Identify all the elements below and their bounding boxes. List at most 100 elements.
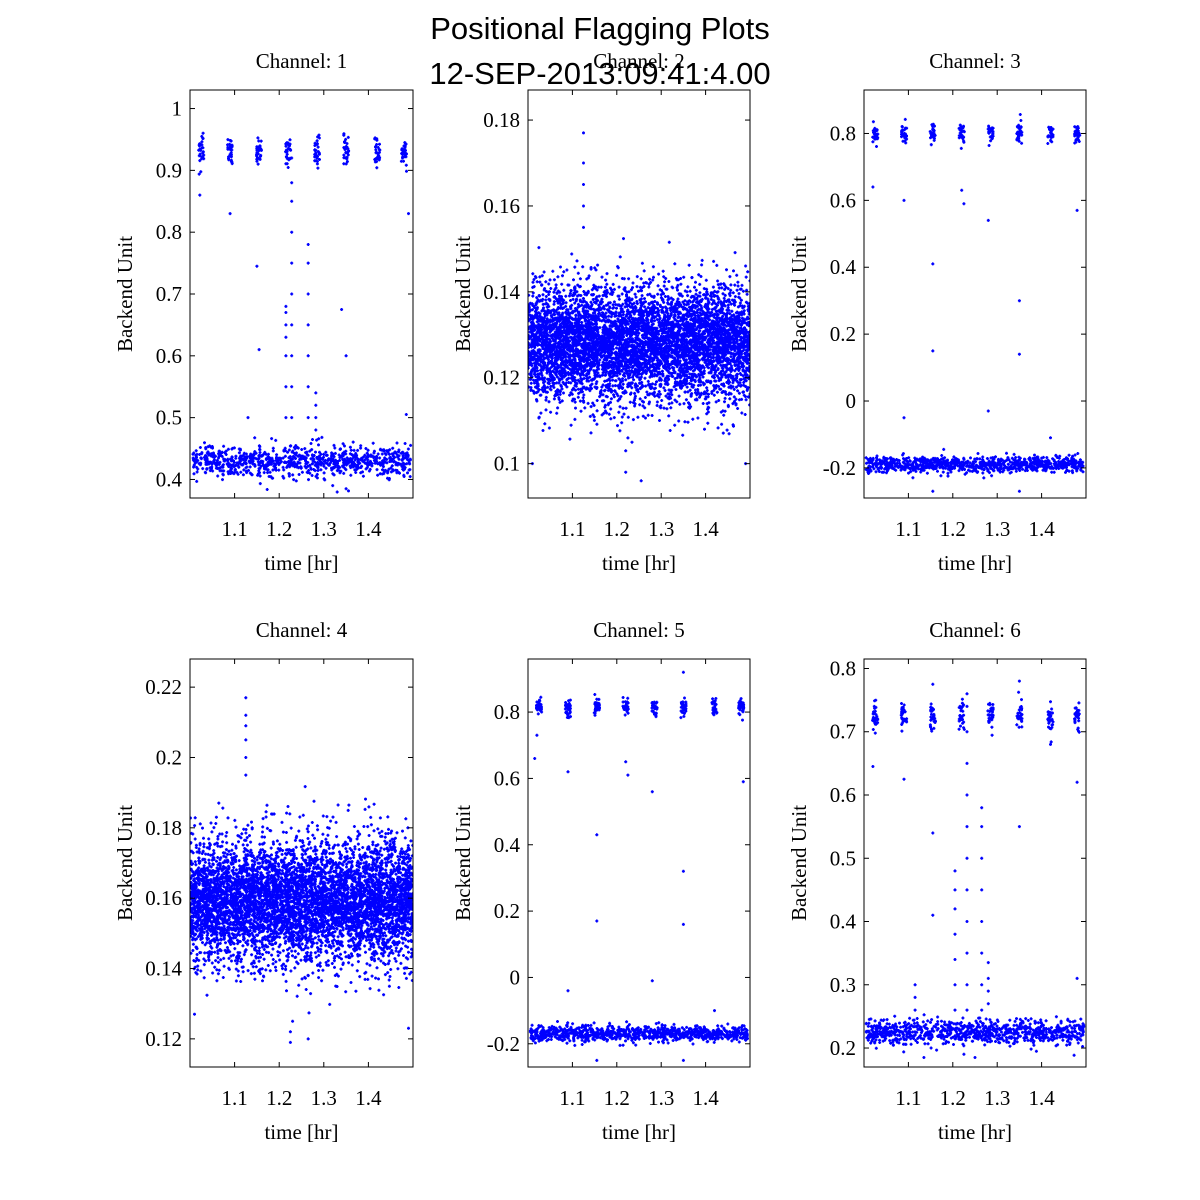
y-tick-label: 0.16 <box>145 886 182 910</box>
y-tick-label: 0.4 <box>830 910 857 934</box>
axes-frame <box>527 89 751 499</box>
x-tick-label: 1.4 <box>692 517 719 541</box>
y-tick-label: 0.12 <box>145 1027 182 1051</box>
x-tick-label: 1.1 <box>559 1086 585 1110</box>
x-tick-label: 1.2 <box>266 1086 292 1110</box>
panel-channel-3: 1.1 1.2 1.3 1.4 -0.2 0 0.2 0.4 0.6 0.8 Channel: 3 t… <box>787 49 1087 575</box>
data-points <box>528 670 749 1062</box>
y-tick-label: 0.6 <box>156 344 182 368</box>
x-axis-label: time [hr] <box>602 551 676 575</box>
x-tick-label: 1.1 <box>895 517 921 541</box>
y-axis-label: Backend Unit <box>113 236 137 352</box>
data-points <box>528 131 750 483</box>
scatter-markers <box>528 670 749 1062</box>
panel-title: Channel: 5 <box>593 618 685 642</box>
x-tick-label: 1.3 <box>648 1086 674 1110</box>
x-axis-label: time [hr] <box>264 1120 338 1144</box>
x-tick-label: 1.1 <box>221 1086 247 1110</box>
scatter-markers <box>864 113 1085 493</box>
y-tick-label: -0.2 <box>823 456 856 480</box>
x-tick-label: 1.4 <box>1028 1086 1055 1110</box>
y-axis-label: Backend Unit <box>451 236 475 352</box>
y-tick-label: 0.8 <box>830 121 856 145</box>
y-axis-label: Backend Unit <box>787 805 811 921</box>
panel-channel-2: 1.1 1.2 1.3 1.4 0.1 0.12 0.14 0.16 0.18 Channel: … <box>451 49 751 575</box>
scatter-markers <box>191 131 413 494</box>
data-points <box>191 131 413 494</box>
y-tick-label: 0.2 <box>830 1036 856 1060</box>
y-tick-label: 0.14 <box>483 280 520 304</box>
x-tick-label: 1.2 <box>940 517 966 541</box>
x-tick-label: 1.2 <box>604 517 630 541</box>
panel-title: Channel: 2 <box>593 49 685 73</box>
panel-title: Channel: 1 <box>256 49 348 73</box>
panel-channel-5: 1.1 1.2 1.3 1.4 -0.2 0 0.2 0.4 0.6 0.8 Channel: 5 t… <box>451 618 751 1144</box>
y-tick-label: 0.22 <box>145 675 182 699</box>
scatter-markers <box>864 679 1086 1059</box>
y-tick-label: 0.2 <box>830 322 856 346</box>
panel-channel-4: 1.1 1.2 1.3 1.4 0.12 0.14 0.16 0.18 0.2 0.22 Chann… <box>113 618 414 1144</box>
x-tick-label: 1.2 <box>940 1086 966 1110</box>
axes-frame <box>527 658 751 1068</box>
panel-channel-6: 1.1 1.2 1.3 1.4 0.2 0.3 0.4 0.5 0.6 0.7 0.8 Channel… <box>787 618 1087 1144</box>
figure-subtitle: 12-SEP-2013:09:41:4.00 <box>429 56 771 91</box>
y-tick-label: 0.8 <box>494 700 520 724</box>
y-tick-label: 0.9 <box>156 158 182 182</box>
figure-title: Positional Flagging Plots <box>430 11 770 46</box>
data-points <box>190 696 413 1044</box>
x-tick-label: 1.3 <box>311 1086 337 1110</box>
y-tick-label: -0.2 <box>487 1032 520 1056</box>
x-tick-label: 1.3 <box>648 517 674 541</box>
x-tick-label: 1.1 <box>559 517 585 541</box>
data-points <box>864 679 1086 1059</box>
x-axis-label: time [hr] <box>264 551 338 575</box>
y-tick-label: 0.16 <box>483 194 520 218</box>
scatter-markers <box>190 696 413 1044</box>
x-tick-label: 1.3 <box>311 517 337 541</box>
x-tick-label: 1.2 <box>266 517 292 541</box>
x-tick-label: 1.2 <box>604 1086 630 1110</box>
y-tick-label: 0.12 <box>483 366 520 390</box>
x-tick-label: 1.3 <box>984 1086 1010 1110</box>
y-tick-label: 0.5 <box>830 846 856 870</box>
y-axis-label: Backend Unit <box>113 805 137 921</box>
y-tick-label: 0.4 <box>830 255 857 279</box>
axes-frame <box>189 658 414 1068</box>
y-tick-label: 0.14 <box>145 957 182 981</box>
y-tick-label: 0.5 <box>156 406 182 430</box>
y-tick-label: 0.8 <box>830 656 856 680</box>
x-tick-label: 1.4 <box>355 1086 382 1110</box>
y-tick-label: 0.8 <box>156 220 182 244</box>
y-tick-label: 0.4 <box>156 467 183 491</box>
panel-channel-1: 1.1 1.2 1.3 1.4 0.4 0.5 0.6 0.7 0.8 0.9 1 Channel: … <box>113 49 414 575</box>
y-tick-label: 0 <box>510 965 521 989</box>
y-axis-label: Backend Unit <box>787 236 811 352</box>
scatter-markers <box>528 131 750 483</box>
y-tick-label: 0.3 <box>830 973 856 997</box>
x-axis-label: time [hr] <box>938 551 1012 575</box>
panel-title: Channel: 4 <box>256 618 348 642</box>
y-tick-label: 0.18 <box>145 816 182 840</box>
y-tick-label: 0.2 <box>156 745 182 769</box>
y-tick-label: 0.4 <box>494 833 521 857</box>
y-tick-label: 0.1 <box>494 452 520 476</box>
y-tick-label: 0.6 <box>830 188 856 212</box>
x-tick-label: 1.4 <box>692 1086 719 1110</box>
panel-title: Channel: 3 <box>929 49 1021 73</box>
y-tick-label: 0.6 <box>830 783 856 807</box>
x-axis-label: time [hr] <box>938 1120 1012 1144</box>
y-tick-label: 1 <box>172 97 183 121</box>
y-tick-label: 0.6 <box>494 766 520 790</box>
y-axis-label: Backend Unit <box>451 805 475 921</box>
data-points <box>864 113 1085 493</box>
x-tick-label: 1.1 <box>221 517 247 541</box>
x-tick-label: 1.3 <box>984 517 1010 541</box>
panel-title: Channel: 6 <box>929 618 1021 642</box>
x-tick-label: 1.4 <box>355 517 382 541</box>
y-tick-label: 0.2 <box>494 899 520 923</box>
axes-frame <box>863 658 1087 1068</box>
x-tick-label: 1.4 <box>1028 517 1055 541</box>
x-tick-label: 1.1 <box>895 1086 921 1110</box>
y-tick-label: 0.7 <box>156 282 182 306</box>
